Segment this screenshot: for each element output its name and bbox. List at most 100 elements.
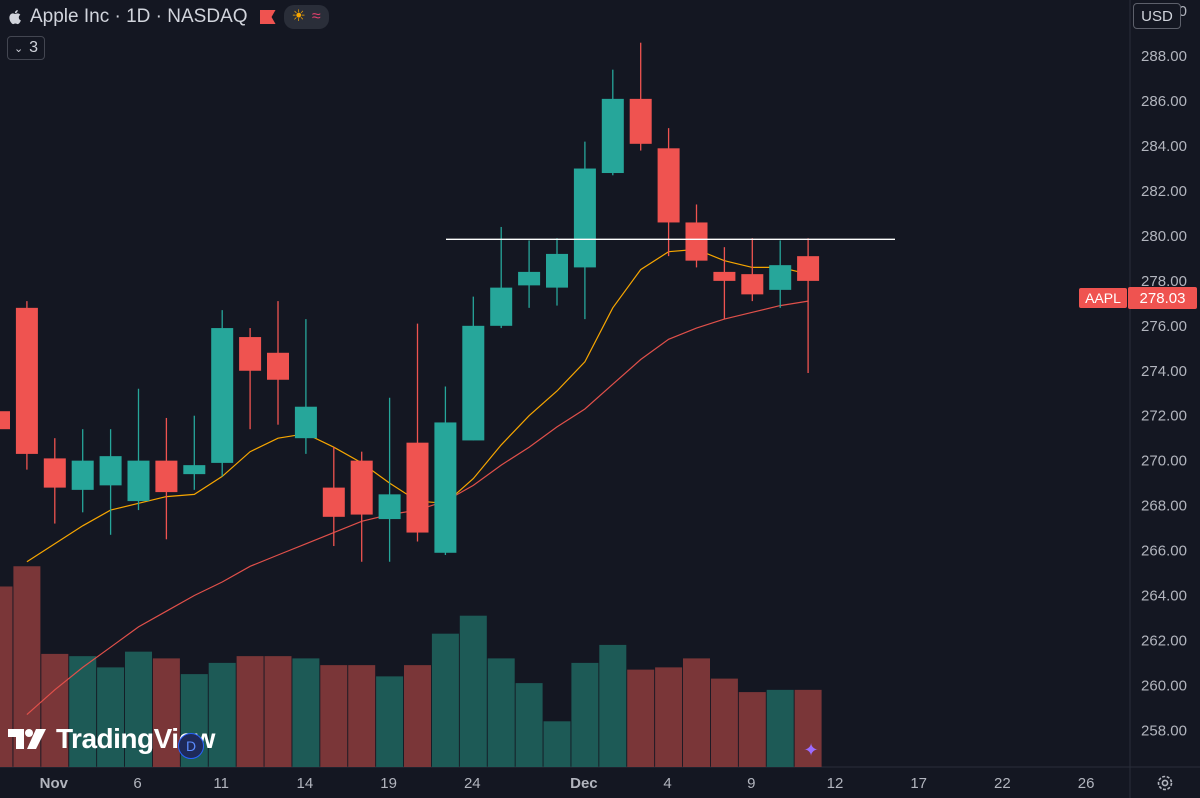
x-axis-tick-label: 22: [994, 775, 1011, 792]
candle-body: [769, 265, 792, 290]
candle-body: [294, 406, 317, 439]
volume-bar: [655, 667, 683, 767]
volume-bar: [152, 658, 180, 767]
volume-bar: [404, 665, 431, 767]
volume-bar: [571, 662, 599, 767]
candle-body: [99, 456, 122, 486]
volume-bar: [348, 665, 376, 767]
x-axis-tick-label: 11: [213, 775, 229, 792]
volume-bar: [208, 662, 236, 767]
volume-bar: [264, 656, 292, 767]
candle-body: [322, 487, 345, 517]
indicators-toggle[interactable]: ⌄ 3: [7, 36, 45, 60]
candle-body: [378, 494, 401, 520]
volume-bar: [376, 676, 404, 767]
volume-bar: [125, 651, 152, 767]
candle-body: [741, 274, 764, 295]
volume-bar: [487, 658, 515, 767]
candle-body: [267, 352, 289, 380]
x-axis-tick-label: 12: [827, 775, 844, 792]
last-price-tag: 278.03: [1128, 287, 1197, 309]
candle-body: [657, 148, 680, 223]
y-axis-tick-label: 270.00: [1141, 453, 1187, 470]
y-axis-tick-label: 286.00: [1141, 93, 1187, 110]
dividend-marker-icon[interactable]: D: [178, 733, 204, 759]
volume-bar: [292, 658, 320, 767]
chart-header: Apple Inc · 1D · NASDAQ ☀ ≈: [8, 4, 329, 30]
candle-body: [685, 222, 708, 261]
market-status-pill[interactable]: ☀ ≈: [283, 5, 329, 29]
x-axis-tick-label: 4: [663, 775, 671, 792]
volume-bar: [599, 644, 627, 767]
sun-icon: ☀: [291, 8, 306, 25]
candle-body: [43, 458, 66, 488]
candle-body: [155, 460, 178, 493]
y-axis-tick-label: 278.00: [1141, 273, 1187, 290]
x-axis-tick-label: Nov: [40, 775, 69, 792]
volume-bar: [543, 721, 571, 767]
y-axis-tick-label: 276.00: [1141, 318, 1187, 335]
chevron-down-icon: ⌄: [13, 42, 24, 55]
candle-body: [71, 460, 94, 490]
volume-bar: [710, 678, 738, 767]
apple-logo-icon: [9, 10, 21, 25]
x-axis-tick-label: Dec: [570, 775, 598, 792]
x-axis-tick-label: 14: [297, 775, 314, 792]
y-axis-tick-label: 266.00: [1141, 543, 1187, 560]
y-axis-tick-label: 274.00: [1141, 363, 1187, 380]
wave-icon: ≈: [311, 8, 321, 25]
x-axis-tick-label: 19: [380, 775, 397, 792]
x-axis-tick-label: 17: [910, 775, 927, 792]
volume-bar: [738, 692, 766, 767]
candle-body: [518, 271, 541, 286]
volume-bar: [459, 615, 487, 767]
flag-icon[interactable]: [259, 10, 276, 24]
earnings-spark-icon[interactable]: ✦: [803, 739, 819, 760]
volume-bar: [515, 683, 543, 767]
candle-body: [601, 98, 624, 174]
y-axis-tick-label: 288.00: [1141, 48, 1187, 65]
y-axis-tick-label: 264.00: [1141, 587, 1187, 604]
candle-body: [797, 256, 820, 281]
candle-body: [183, 465, 206, 475]
volume-bar: [320, 665, 348, 767]
y-axis-tick-label: 258.00: [1141, 722, 1187, 739]
candle-body: [211, 328, 234, 463]
currency-select[interactable]: USD: [1133, 3, 1181, 29]
y-axis-tick-label: 262.00: [1141, 632, 1187, 649]
x-axis-tick-label: 6: [133, 775, 141, 792]
candle-body: [546, 253, 568, 288]
candle-body: [573, 168, 596, 268]
symbol-price-tag: AAPL: [1079, 288, 1127, 308]
x-axis-tick-label: 26: [1078, 775, 1095, 792]
volume-bar: [683, 658, 710, 767]
x-axis-tick-label: 9: [747, 775, 755, 792]
volume-bar: [794, 689, 822, 767]
candle-body: [629, 98, 652, 144]
volume-bar: [0, 586, 13, 767]
symbol-title[interactable]: Apple Inc · 1D · NASDAQ: [30, 6, 248, 27]
candle-body: [350, 460, 373, 515]
candle-body: [239, 337, 262, 371]
candle-body: [127, 460, 150, 502]
candle-body: [15, 307, 38, 454]
y-axis-tick-label: 268.00: [1141, 498, 1187, 515]
candle-body: [490, 287, 513, 326]
settings-gear-icon[interactable]: [1154, 772, 1176, 794]
volume-bar: [431, 633, 459, 767]
y-axis-tick-label: 282.00: [1141, 183, 1187, 200]
y-axis-tick-label: 260.00: [1141, 677, 1187, 694]
volume-bar: [236, 656, 264, 767]
tradingview-logo-icon: [8, 729, 46, 749]
volume-bar: [97, 667, 125, 767]
volume-bar: [41, 653, 69, 767]
indicator-count: 3: [29, 39, 39, 56]
candle-body: [713, 271, 736, 281]
candle-body: [462, 325, 485, 441]
candle-body: [406, 442, 429, 533]
y-axis-tick-label: 280.00: [1141, 228, 1187, 245]
y-axis-tick-label: 272.00: [1141, 408, 1187, 425]
volume-bar: [766, 689, 794, 767]
volume-bar: [627, 669, 655, 767]
